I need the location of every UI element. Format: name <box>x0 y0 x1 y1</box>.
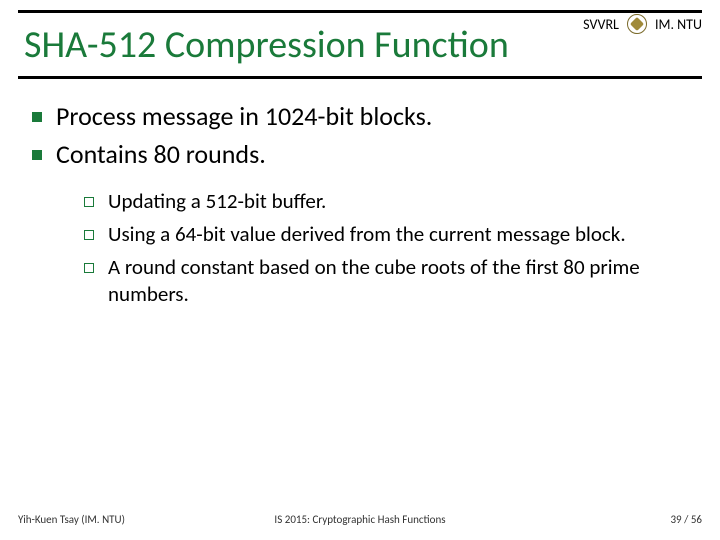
footer-center: IS 2015: Cryptographic Hash Functions <box>274 513 445 526</box>
top-rule <box>18 10 702 13</box>
bullet-text: Contains 80 rounds. <box>56 138 266 170</box>
title-rule <box>18 76 702 79</box>
bullet-list: Process message in 1024-bit blocks. Cont… <box>28 100 692 309</box>
footer: Yih-Kuen Tsay (IM. NTU) IS 2015: Cryptog… <box>18 513 702 526</box>
org-left-label: SVVRL <box>583 16 619 33</box>
footer-left: Yih-Kuen Tsay (IM. NTU) <box>18 513 125 526</box>
header-right: SVVRL IM. NTU <box>583 14 702 34</box>
bullet-item: Process message in 1024-bit blocks. <box>28 100 692 134</box>
slide-content: Process message in 1024-bit blocks. Cont… <box>28 100 692 315</box>
bullet-item: Contains 80 rounds. Updating a 512-bit b… <box>28 138 692 309</box>
sub-bullet-item: Updating a 512-bit buffer. <box>80 188 692 215</box>
bullet-text: Process message in 1024-bit blocks. <box>56 100 432 132</box>
seal-icon <box>627 14 647 34</box>
sub-bullet-text: A round constant based on the cube roots… <box>108 254 640 307</box>
sub-bullet-list: Updating a 512-bit buffer. Using a 64-bi… <box>56 188 692 309</box>
seal-inner-icon <box>630 17 644 31</box>
sub-bullet-text: Updating a 512-bit buffer. <box>108 188 326 214</box>
org-right-label: IM. NTU <box>655 16 702 33</box>
slide: SVVRL IM. NTU SHA-512 Compression Functi… <box>0 0 720 540</box>
sub-bullet-item: Using a 64-bit value derived from the cu… <box>80 221 692 248</box>
sub-bullet-text: Using a 64-bit value derived from the cu… <box>108 221 626 247</box>
footer-right: 39 / 56 <box>670 513 702 526</box>
slide-title: SHA-512 Compression Function <box>24 22 509 68</box>
sub-bullet-item: A round constant based on the cube roots… <box>80 254 692 309</box>
